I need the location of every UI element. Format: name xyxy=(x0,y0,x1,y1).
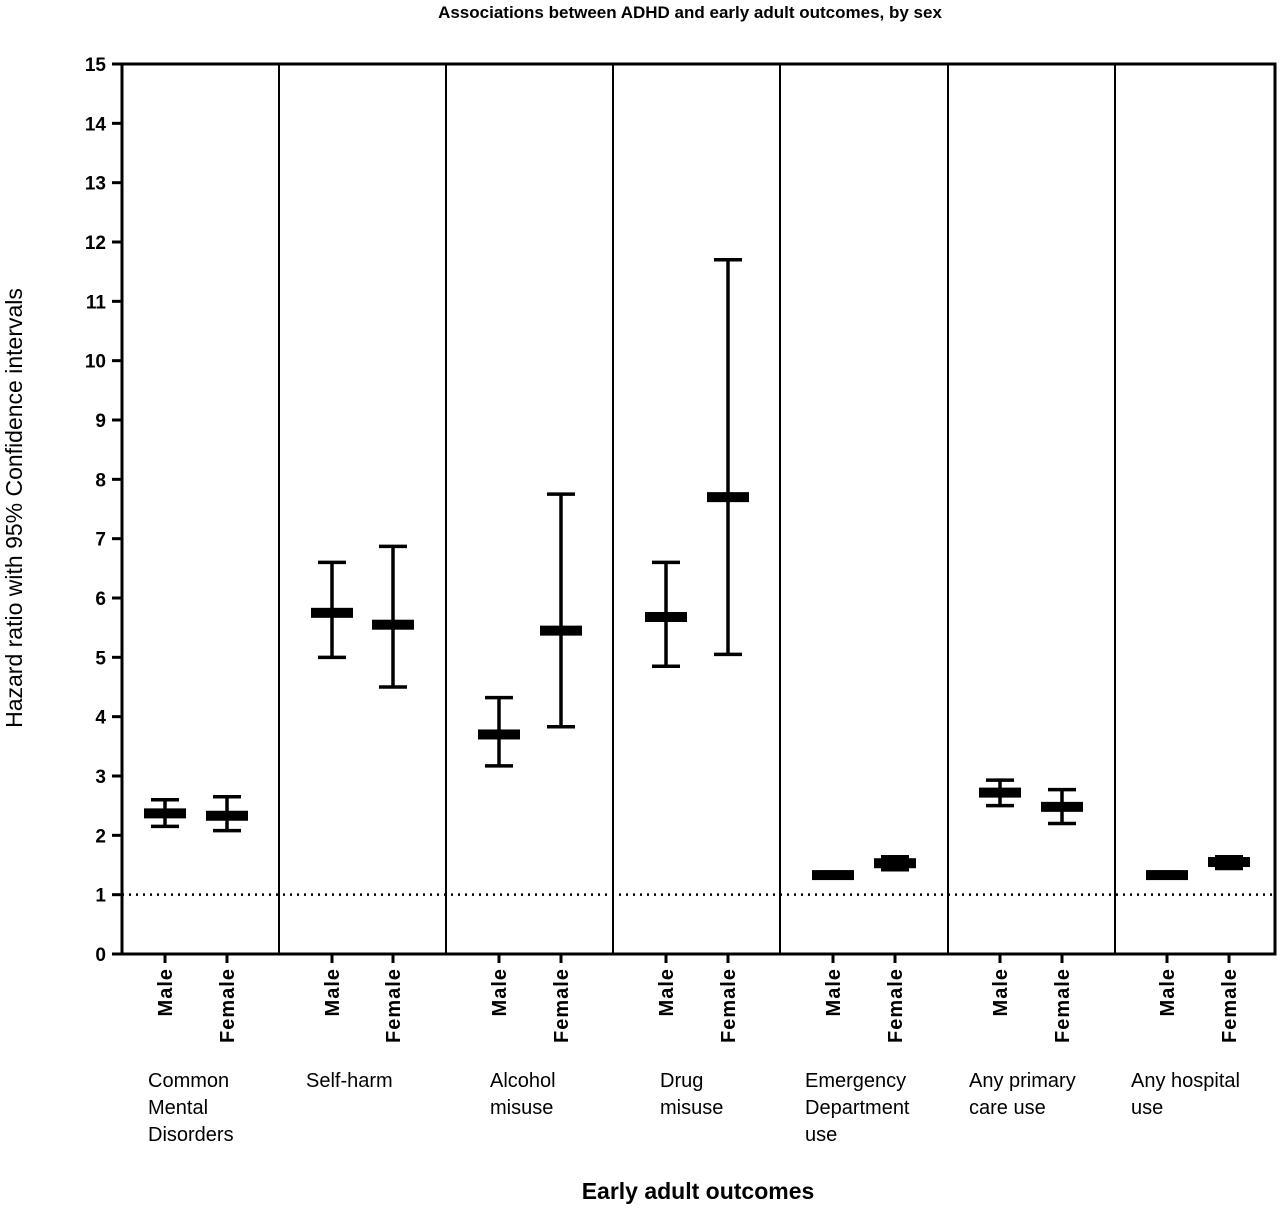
hr-point xyxy=(1208,857,1250,868)
hr-point xyxy=(979,787,1021,798)
x-tick-label: Male xyxy=(155,968,177,1016)
hr-point xyxy=(372,619,414,630)
group-label: Any primary xyxy=(969,1070,1076,1092)
x-tick-label: Female xyxy=(718,968,740,1043)
group-label: care use xyxy=(969,1097,1046,1119)
x-tick-label: Female xyxy=(383,968,405,1043)
hr-point xyxy=(707,492,749,503)
y-tick-label: 3 xyxy=(95,767,106,788)
y-tick-label: 14 xyxy=(85,114,107,135)
x-tick-label: Male xyxy=(1157,968,1179,1016)
x-tick-label: Male xyxy=(990,968,1012,1016)
y-tick-label: 9 xyxy=(95,411,106,432)
group-label: Any hospital xyxy=(1131,1070,1240,1092)
group-label: Department xyxy=(805,1097,910,1119)
x-tick-label: Male xyxy=(656,968,678,1016)
x-tick-label: Male xyxy=(489,968,511,1016)
chart-title: Associations between ADHD and early adul… xyxy=(438,3,942,22)
hr-point xyxy=(311,607,353,618)
y-tick-label: 1 xyxy=(95,886,106,907)
x-tick-label: Female xyxy=(885,968,907,1043)
group-label: Mental xyxy=(148,1097,208,1119)
hr-point xyxy=(1146,870,1188,881)
y-tick-label: 6 xyxy=(95,589,106,610)
hr-point xyxy=(1041,801,1083,812)
y-tick-label: 11 xyxy=(86,292,107,313)
group-label: use xyxy=(805,1124,837,1146)
y-tick-label: 12 xyxy=(85,233,106,254)
y-tick-label: 8 xyxy=(95,470,106,491)
plot-frame xyxy=(120,62,1277,956)
y-tick-label: 7 xyxy=(95,530,106,551)
group-label: Emergency xyxy=(805,1070,906,1092)
x-tick-label: Female xyxy=(1052,968,1074,1043)
hr-point xyxy=(206,810,248,821)
y-tick-label: 4 xyxy=(95,708,106,729)
group-label: Disorders xyxy=(148,1124,234,1146)
y-tick-label: 10 xyxy=(85,352,106,373)
group-label: misuse xyxy=(490,1097,553,1119)
x-tick-label: Female xyxy=(551,968,573,1043)
y-tick-label: 5 xyxy=(95,648,106,669)
hr-point xyxy=(478,729,520,740)
group-label: Alcohol xyxy=(490,1070,556,1092)
y-axis-label: Hazard ratio with 95% Confidence interva… xyxy=(1,288,27,728)
x-tick-label: Male xyxy=(823,968,845,1016)
x-tick-label: Female xyxy=(217,968,239,1043)
x-tick-label: Female xyxy=(1219,968,1241,1043)
group-label: Drug xyxy=(660,1070,703,1092)
x-tick-label: Male xyxy=(322,968,344,1016)
y-tick-label: 13 xyxy=(85,174,106,195)
hr-point xyxy=(812,870,854,881)
group-label: Common xyxy=(148,1070,229,1092)
hr-point xyxy=(645,611,687,622)
hr-point xyxy=(540,625,582,636)
y-tick-label: 0 xyxy=(95,945,106,966)
hr-point xyxy=(874,858,916,869)
y-tick-label: 2 xyxy=(95,826,106,847)
hr-point xyxy=(144,808,186,819)
group-label: misuse xyxy=(660,1097,723,1119)
x-axis-label: Early adult outcomes xyxy=(582,1178,815,1204)
y-tick-label: 15 xyxy=(85,55,107,76)
group-label: Self-harm xyxy=(306,1070,393,1092)
group-label: use xyxy=(1131,1097,1163,1119)
